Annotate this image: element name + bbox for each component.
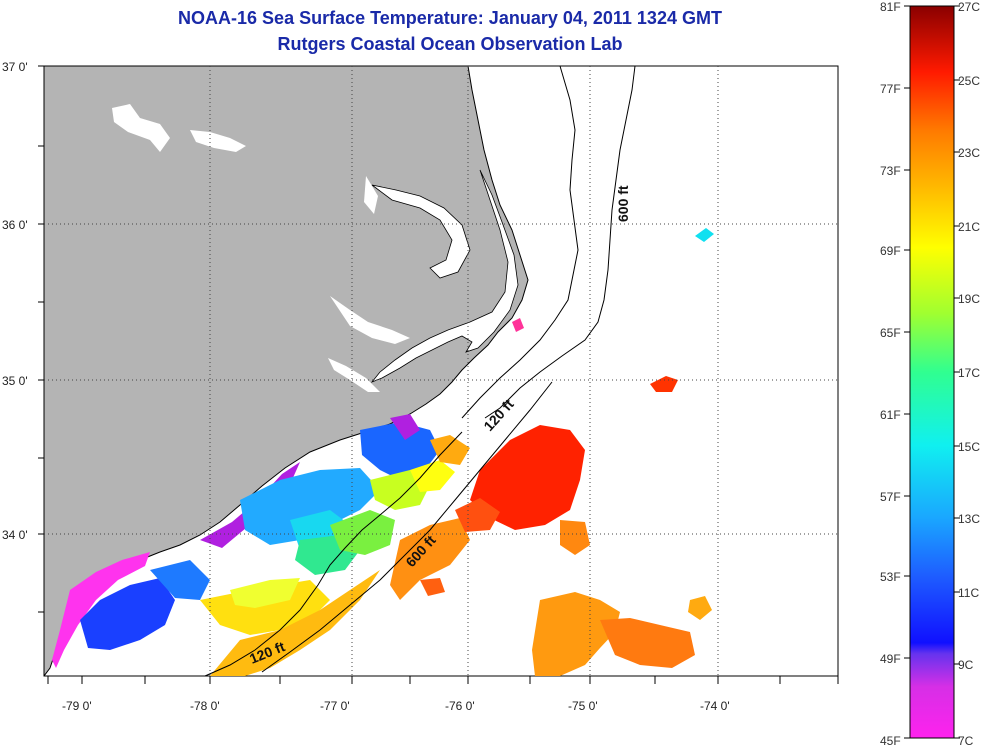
colorbar-c-label: 23C	[958, 146, 980, 160]
river-channel-2	[328, 358, 380, 392]
lon-label: -76 0'	[445, 699, 475, 713]
inland-lake-2	[190, 130, 246, 152]
colorbar-c-label: 25C	[958, 74, 980, 88]
colorbar	[909, 5, 955, 739]
colorbar-c-label: 17C	[958, 366, 980, 380]
chart-title: NOAA-16 Sea Surface Temperature: January…	[178, 8, 722, 28]
colorbar-f-label: 81F	[880, 0, 901, 14]
colorbar-c-label: 13C	[958, 512, 980, 526]
colorbar-f-label: 69F	[880, 244, 901, 258]
lat-label: 37 0'	[2, 60, 28, 74]
chart-subtitle: Rutgers Coastal Ocean Observation Lab	[277, 34, 623, 54]
colorbar-ticks	[904, 5, 960, 739]
colorbar-c-label: 11C	[958, 586, 979, 600]
lon-label: -74 0'	[700, 699, 730, 713]
longitude-ticks	[47, 676, 839, 684]
river-channel-3	[364, 176, 378, 214]
lon-label: -79 0'	[62, 699, 92, 713]
lon-label: -77 0'	[320, 699, 350, 713]
colorbar-f-label: 53F	[880, 570, 901, 584]
lon-label: -78 0'	[190, 699, 220, 713]
colorbar-c-label: 21C	[958, 220, 980, 234]
graticule	[44, 66, 838, 676]
pamlico-sound	[370, 169, 519, 383]
latitude-ticks	[38, 65, 44, 613]
lat-label: 35 0'	[2, 374, 28, 388]
colorbar-c-label: 19C	[958, 292, 980, 306]
colorbar-c-label: 7C	[958, 734, 974, 748]
lon-label: -75 0'	[568, 699, 598, 713]
colorbar-f-label: 45F	[880, 734, 901, 748]
contour-label-600ft-north: 600 ft	[615, 185, 631, 222]
colorbar-c-label: 15C	[958, 440, 980, 454]
lat-label: 36 0'	[2, 218, 28, 232]
river-channel	[330, 296, 410, 344]
colorbar-f-label: 61F	[880, 408, 901, 422]
inland-lake	[112, 104, 170, 152]
river-estuary	[371, 184, 471, 279]
colorbar-c-label: 27C	[958, 0, 980, 14]
colorbar-f-label: 57F	[880, 490, 901, 504]
colorbar-f-label: 49F	[880, 652, 901, 666]
sst-patches	[52, 228, 714, 676]
colorbar-f-label: 65F	[880, 326, 901, 340]
colorbar-f-label: 77F	[880, 82, 901, 96]
bathymetry-contours	[204, 65, 636, 677]
lat-label: 34 0'	[2, 528, 28, 542]
colorbar-c-label: 9C	[958, 658, 974, 672]
colorbar-f-label: 73F	[880, 164, 901, 178]
